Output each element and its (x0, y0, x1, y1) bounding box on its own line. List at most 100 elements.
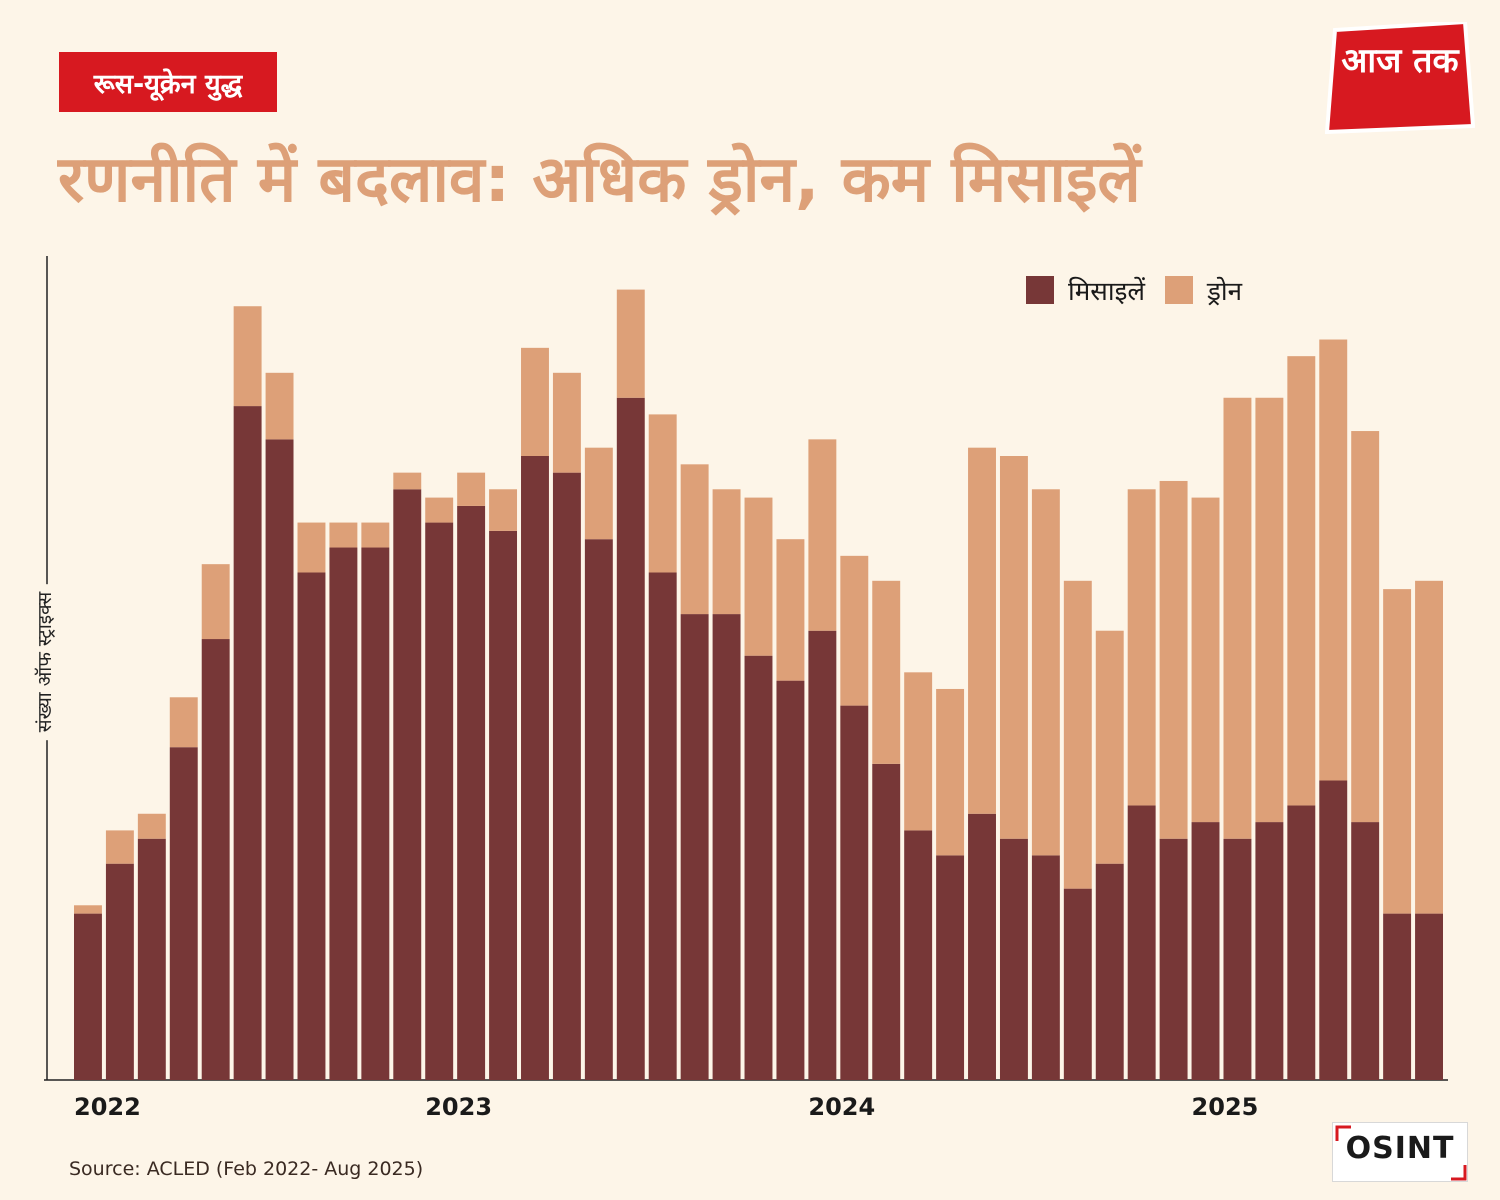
missile-bar-jul-2024 (999, 838, 1028, 1080)
legend-swatch-missiles (1026, 276, 1054, 304)
drone-bar-oct-2022 (329, 522, 358, 548)
x-tick-label-2022: 2022 (74, 1093, 141, 1121)
missile-bar-dec-2024 (1159, 838, 1188, 1080)
missile-bar-dec-2023 (776, 680, 805, 1080)
drone-bar-sep-2022 (297, 522, 326, 573)
missile-bar-aug-2025 (1415, 913, 1443, 1080)
missile-bar-sep-2023 (680, 614, 709, 1080)
drone-bar-may-2025 (1319, 339, 1348, 781)
missile-bar-mar-2023 (489, 530, 518, 1080)
drone-bar-aug-2025 (1415, 580, 1443, 914)
missile-bar-jan-2025 (1191, 822, 1220, 1080)
missile-bar-aug-2024 (1031, 855, 1060, 1080)
drone-bar-jul-2022 (233, 306, 262, 407)
drone-bar-dec-2022 (393, 472, 422, 490)
missile-bar-aug-2023 (648, 572, 677, 1080)
drone-bar-jul-2024 (999, 456, 1028, 839)
missile-bar-apr-2022 (137, 838, 166, 1080)
source-note: Source: ACLED (Feb 2022- Aug 2025) (69, 1158, 424, 1180)
drone-bar-jul-2023 (616, 289, 645, 398)
osint-logo-frame (1335, 1125, 1467, 1181)
drone-bar-feb-2024 (840, 555, 869, 706)
drone-bar-jan-2023 (425, 497, 454, 523)
drone-bar-aug-2023 (648, 414, 677, 573)
drone-bar-mar-2022 (105, 830, 134, 864)
topic-tag: रूस-यूक्रेन युद्ध (59, 52, 277, 112)
drone-bar-mar-2023 (489, 489, 518, 531)
legend-item-missiles: मिसाइलें (1026, 272, 1145, 308)
drone-bar-nov-2023 (744, 497, 773, 656)
missile-bar-nov-2023 (744, 655, 773, 1080)
missile-bar-nov-2022 (361, 547, 390, 1080)
missile-bar-apr-2023 (521, 456, 549, 1080)
headline: रणनीति में बदलाव: अधिक ड्रोन, कम मिसाइले… (58, 143, 1141, 217)
drone-bar-may-2023 (552, 372, 581, 473)
missile-bar-oct-2024 (1095, 863, 1124, 1080)
drone-bar-jun-2025 (1351, 431, 1380, 823)
y-axis-label: संख्या ऑफ स्ट्राइक्स (31, 583, 57, 741)
missile-bar-mar-2024 (872, 763, 901, 1080)
drone-bar-dec-2024 (1159, 480, 1188, 839)
missile-bar-jul-2025 (1383, 913, 1412, 1080)
missile-bar-oct-2023 (712, 614, 741, 1080)
missile-bar-may-2024 (936, 855, 965, 1080)
drone-bar-jun-2024 (968, 447, 996, 814)
legend-swatch-drones (1165, 276, 1193, 304)
legend-label-drones: ड्रोन (1207, 277, 1243, 307)
missile-bar-apr-2025 (1287, 805, 1316, 1080)
missile-bar-jun-2023 (584, 539, 613, 1080)
drone-bar-feb-2022 (74, 905, 102, 914)
missile-bar-jun-2024 (968, 813, 996, 1080)
legend-label-missiles: मिसाइलें (1068, 277, 1145, 307)
drone-bar-apr-2022 (137, 813, 166, 839)
drone-bar-apr-2025 (1287, 356, 1316, 806)
drone-bar-may-2022 (169, 697, 198, 748)
missile-bar-jun-2022 (201, 639, 230, 1080)
drone-bar-aug-2022 (265, 372, 294, 440)
missile-bar-jan-2023 (425, 522, 454, 1080)
missile-bar-dec-2022 (393, 489, 422, 1080)
missile-bar-feb-2022 (74, 913, 102, 1080)
missile-bar-mar-2022 (105, 863, 134, 1080)
x-tick-label-2025: 2025 (1192, 1093, 1259, 1121)
missile-bar-sep-2022 (297, 572, 326, 1080)
drone-bar-apr-2024 (904, 672, 933, 831)
drone-bar-apr-2023 (521, 347, 549, 456)
drone-bar-jul-2025 (1383, 589, 1412, 914)
missile-bar-mar-2025 (1255, 822, 1284, 1080)
drone-bar-feb-2023 (457, 472, 486, 506)
drone-bar-nov-2022 (361, 522, 390, 548)
x-tick-label-2023: 2023 (425, 1093, 492, 1121)
x-tick-label-2024: 2024 (808, 1093, 875, 1121)
drone-bar-oct-2023 (712, 489, 741, 615)
missile-bar-jul-2022 (233, 406, 262, 1081)
missile-bar-oct-2022 (329, 547, 358, 1080)
drone-bar-aug-2024 (1031, 489, 1060, 856)
missile-bar-feb-2025 (1223, 838, 1252, 1080)
drone-bar-jun-2023 (584, 447, 613, 540)
drone-bar-mar-2024 (872, 580, 901, 764)
legend-item-drones: ड्रोन (1165, 272, 1242, 308)
drone-bar-dec-2023 (776, 539, 805, 681)
legend: मिसाइलें ड्रोन (1026, 272, 1262, 308)
x-tick-labels: 2022 2023 2024 2025 (74, 1093, 1258, 1121)
osint-logo: OSINT (1332, 1122, 1468, 1182)
missile-bar-feb-2024 (840, 705, 869, 1080)
missile-bar-may-2025 (1319, 780, 1348, 1080)
drone-bar-sep-2023 (680, 464, 709, 615)
drone-bar-feb-2025 (1223, 397, 1252, 839)
missile-bar-jun-2025 (1351, 822, 1380, 1080)
drone-bar-jun-2022 (201, 564, 230, 640)
topic-tag-label: रूस-यूक्रेन युद्ध (93, 68, 243, 100)
drone-bar-nov-2024 (1127, 489, 1156, 806)
missile-bar-apr-2024 (904, 830, 933, 1080)
missile-bar-nov-2024 (1127, 805, 1156, 1080)
aajtak-logo-text: आज तक (1341, 41, 1460, 81)
missile-bar-may-2022 (169, 747, 198, 1080)
drone-bar-jan-2024 (808, 439, 837, 631)
osint-logo-text: OSINT (1345, 1131, 1455, 1166)
drone-bar-may-2024 (936, 688, 965, 856)
aajtak-logo-background (1327, 22, 1473, 132)
missile-bar-sep-2024 (1063, 888, 1092, 1080)
